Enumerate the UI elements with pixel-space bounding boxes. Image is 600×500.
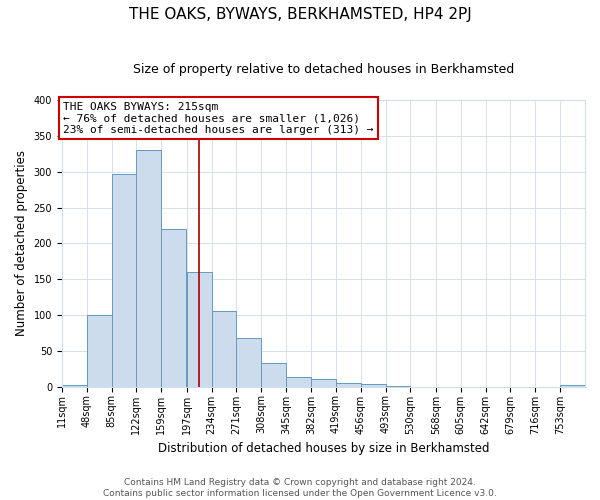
Bar [87, 315, 112, 386]
Text: THE OAKS, BYWAYS, BERKHAMSTED, HP4 2PJ: THE OAKS, BYWAYS, BERKHAMSTED, HP4 2PJ [128, 8, 472, 22]
Bar [560, 385, 585, 386]
Bar [262, 363, 286, 386]
Y-axis label: Number of detached properties: Number of detached properties [15, 150, 28, 336]
Bar [187, 272, 212, 386]
Bar [311, 379, 336, 386]
Bar [236, 338, 262, 386]
Bar [136, 150, 161, 386]
Bar [161, 229, 186, 386]
Bar [62, 384, 87, 386]
Text: THE OAKS BYWAYS: 215sqm
← 76% of detached houses are smaller (1,026)
23% of semi: THE OAKS BYWAYS: 215sqm ← 76% of detache… [63, 102, 374, 135]
X-axis label: Distribution of detached houses by size in Berkhamsted: Distribution of detached houses by size … [158, 442, 489, 455]
Bar [286, 376, 311, 386]
Bar [361, 384, 386, 386]
Bar [112, 174, 136, 386]
Text: Contains HM Land Registry data © Crown copyright and database right 2024.
Contai: Contains HM Land Registry data © Crown c… [103, 478, 497, 498]
Bar [212, 312, 236, 386]
Bar [336, 383, 361, 386]
Title: Size of property relative to detached houses in Berkhamsted: Size of property relative to detached ho… [133, 62, 514, 76]
